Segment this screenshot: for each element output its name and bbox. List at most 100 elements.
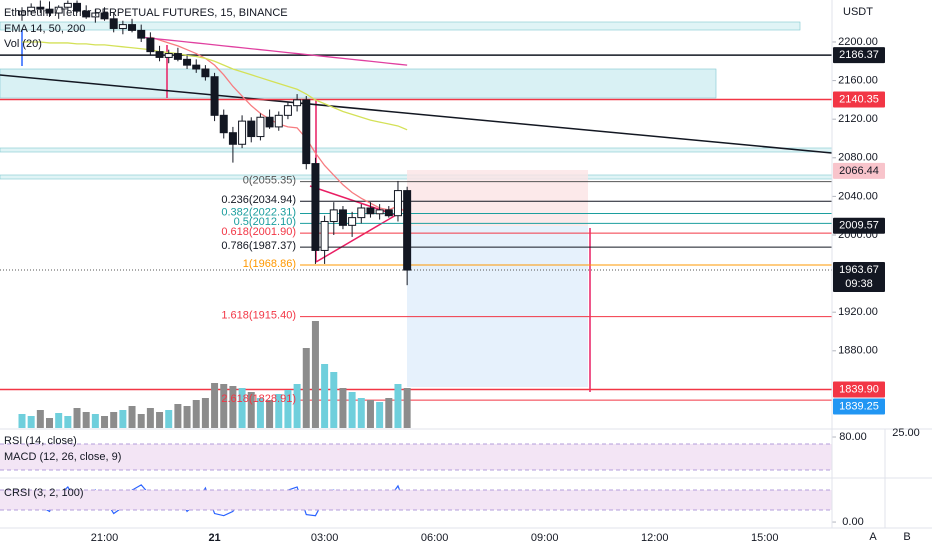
- volume-bar: [275, 394, 283, 428]
- volume-bar: [321, 364, 329, 428]
- button[interactable]: B: [903, 531, 910, 543]
- price-label: 2140.35: [839, 93, 879, 105]
- volume-bar: [174, 404, 182, 428]
- volume-bar: [266, 400, 274, 428]
- fib-label: 0(2055.35): [243, 174, 296, 186]
- candle-body: [45, 8, 54, 14]
- candle-body: [82, 10, 91, 18]
- y-tick-label: 1920.00: [838, 306, 878, 318]
- candle-body: [320, 220, 329, 251]
- volume-bar: [229, 386, 237, 428]
- volume-bar: [165, 410, 173, 428]
- volume-bar: [82, 412, 90, 428]
- candle-body: [338, 209, 347, 226]
- pane-label: MACD (12, 26, close, 9): [4, 451, 121, 463]
- candle-body: [393, 190, 402, 217]
- volume-bar: [339, 388, 347, 428]
- volume-bar: [73, 408, 81, 428]
- candle-body: [201, 68, 210, 78]
- price-label-box: [833, 381, 885, 398]
- ema-line: [22, 41, 408, 131]
- candle-body: [164, 53, 173, 58]
- fib-label: 0.236(2034.94): [221, 194, 296, 206]
- button[interactable]: A: [869, 531, 877, 543]
- candle-body: [63, 2, 72, 8]
- candle-body: [238, 120, 247, 145]
- target-zone: [407, 226, 588, 387]
- volume-bar: [119, 410, 127, 428]
- trend-line: [0, 74, 833, 154]
- volume-bar: [403, 388, 411, 428]
- volume-bar: [357, 398, 365, 428]
- volume-bar: [36, 410, 44, 428]
- candle-body: [91, 12, 100, 18]
- volume-bar: [211, 383, 219, 428]
- volume-bar: [311, 321, 319, 428]
- indicator-label: EMA 14, 50, 200: [4, 23, 85, 35]
- y-tick-label: 2040.00: [838, 190, 878, 202]
- volume-bar: [128, 406, 136, 428]
- x-tick-label: 09:00: [531, 532, 559, 544]
- price-label: 2009.57: [839, 220, 879, 232]
- volume-bar: [55, 413, 63, 428]
- volume-bar: [192, 400, 200, 428]
- candle-body: [137, 29, 146, 39]
- price-label-box: [833, 398, 885, 415]
- candle-body: [73, 2, 82, 12]
- volume-bar: [64, 416, 72, 428]
- candle-body: [283, 105, 292, 116]
- chart-title: Ethereum / Tether PERPETUAL FUTURES, 15,…: [4, 7, 288, 19]
- volume-bar: [110, 412, 118, 428]
- candle-body: [403, 190, 412, 271]
- candle-body: [155, 51, 164, 58]
- candle-body: [36, 6, 45, 10]
- rsi-band: [0, 444, 832, 470]
- fib-label: 0.382(2022.31): [221, 206, 296, 218]
- price-label: 1963.67: [839, 264, 879, 276]
- volume-bar: [101, 416, 109, 428]
- fib-label: 0.786(1987.37): [221, 240, 296, 252]
- volume-bar: [256, 398, 264, 428]
- candle-body: [228, 132, 237, 145]
- volume-bar: [156, 412, 164, 428]
- fib-label: 2.618(1828.91): [221, 393, 296, 405]
- x-tick-label: 03:00: [311, 532, 339, 544]
- candle-body: [329, 209, 338, 222]
- pane-label: RSI (14, close): [4, 435, 77, 447]
- candle-body: [293, 99, 302, 107]
- indicator-tick-label: 0.00: [842, 516, 863, 528]
- candle-body: [357, 207, 366, 219]
- y-tick-label: 2080.00: [838, 152, 878, 164]
- candle-body: [192, 64, 201, 70]
- volume-bar: [394, 384, 402, 428]
- candle-body: [128, 24, 137, 31]
- volume-bar: [91, 414, 99, 428]
- zone: [0, 147, 833, 153]
- candle-body: [146, 37, 155, 53]
- currency: USDT: [843, 6, 873, 18]
- price-label: 2186.37: [839, 49, 879, 61]
- zone: [0, 21, 801, 31]
- y-tick-label: 2120.00: [838, 113, 878, 125]
- x-tick-label: 12:00: [641, 532, 669, 544]
- volume-bar: [46, 418, 54, 428]
- candle-body: [100, 12, 109, 20]
- price-label: 1839.90: [839, 383, 879, 395]
- candle-body: [18, 10, 26, 16]
- candle-body: [173, 53, 182, 60]
- price-label: 2066.44: [839, 165, 879, 177]
- candle-body: [311, 163, 320, 251]
- volume-bar: [348, 392, 356, 428]
- volume-bar: [247, 392, 255, 428]
- candle-body: [366, 207, 375, 215]
- candle-body: [348, 217, 357, 226]
- fib-label: 0.618(2001.90): [221, 226, 296, 238]
- fib-label: 1.618(1915.40): [221, 310, 296, 322]
- price-label-box: [833, 217, 885, 234]
- price-label: 1839.25: [839, 400, 879, 412]
- zone: [0, 68, 717, 99]
- indicator-tick-label: 80.00: [839, 431, 867, 443]
- volume-bar: [201, 398, 209, 428]
- volume-bar: [183, 406, 191, 428]
- x-tick-label: 21:00: [91, 532, 119, 544]
